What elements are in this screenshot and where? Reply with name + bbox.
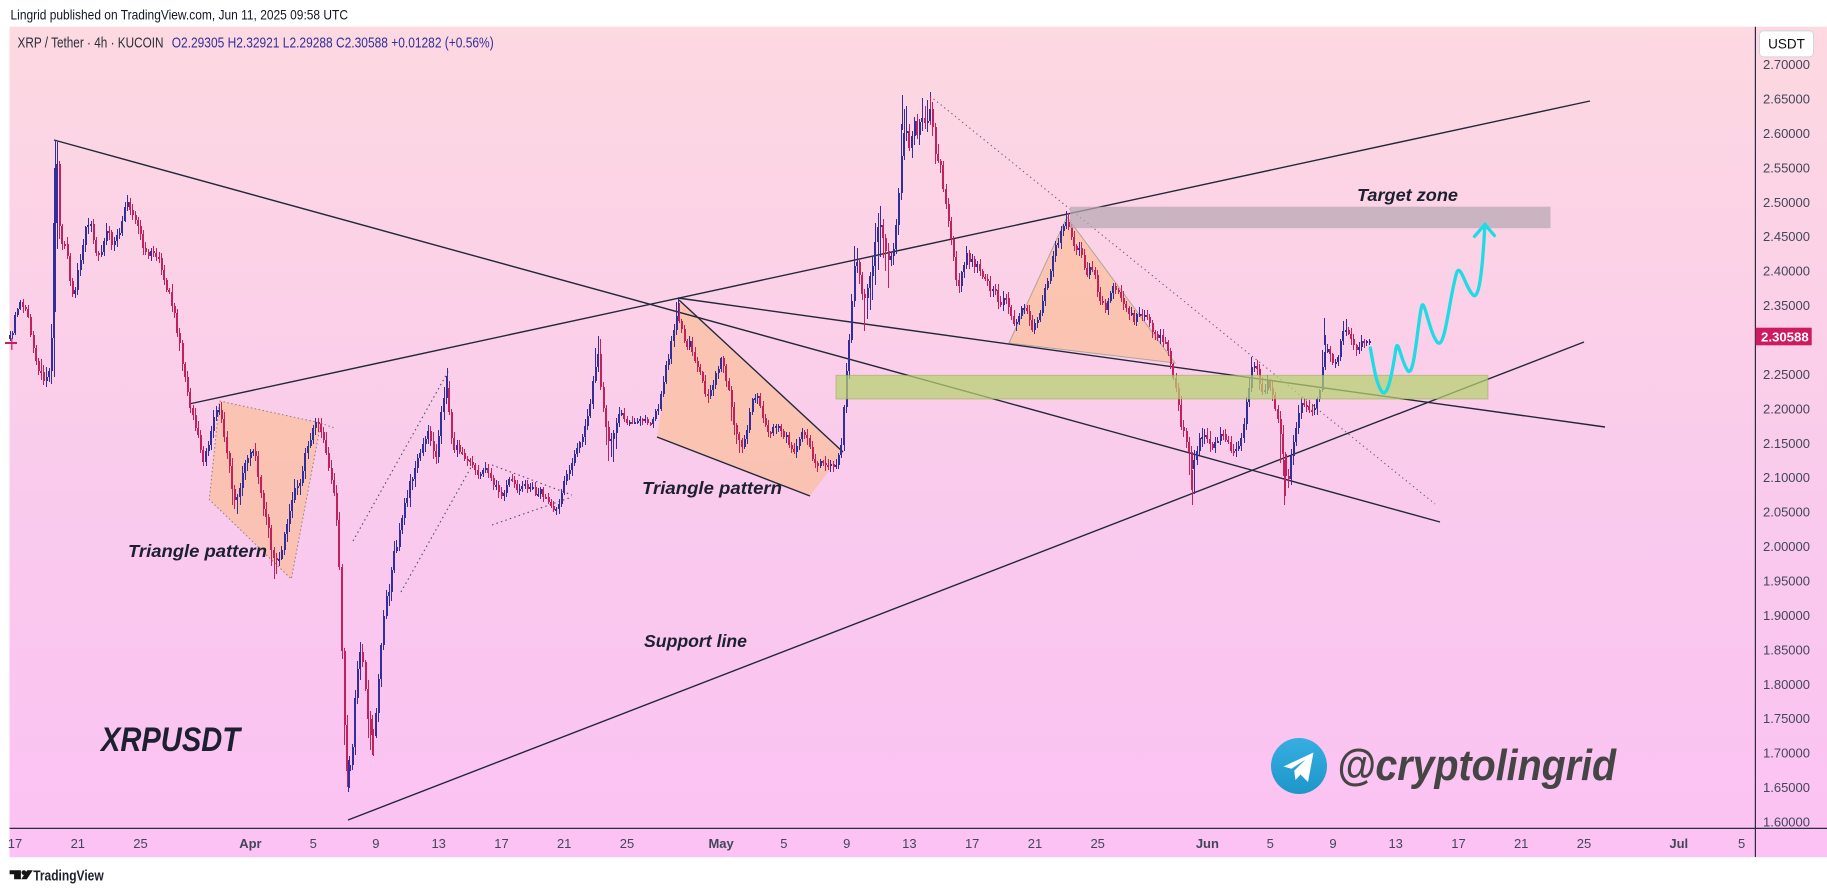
svg-text:Apr: Apr: [239, 836, 261, 851]
svg-text:2.25000: 2.25000: [1763, 367, 1810, 382]
svg-text:5: 5: [1738, 836, 1745, 851]
svg-text:O2.29305 H2.32921 L2.29288: O2.29305 H2.32921 L2.29288 C2.30588 +0.0…: [172, 36, 494, 52]
svg-text:2.60000: 2.60000: [1763, 126, 1810, 141]
svg-text:5: 5: [780, 836, 787, 851]
svg-text:21: 21: [557, 836, 571, 851]
svg-text:2.55000: 2.55000: [1763, 160, 1810, 175]
svg-text:2.45000: 2.45000: [1763, 229, 1810, 244]
svg-text:1.60000: 1.60000: [1763, 815, 1810, 830]
svg-text:2.15000: 2.15000: [1763, 436, 1810, 451]
svg-text:2.05000: 2.05000: [1763, 505, 1810, 520]
svg-text:Jul: Jul: [1669, 836, 1688, 851]
svg-text:2.20000: 2.20000: [1763, 401, 1810, 416]
svg-text:5: 5: [1267, 836, 1274, 851]
svg-text:2.30588: 2.30588: [1761, 329, 1809, 344]
svg-text:1.80000: 1.80000: [1763, 677, 1810, 692]
svg-text:17: 17: [965, 836, 979, 851]
svg-text:13: 13: [1388, 836, 1402, 851]
svg-text:13: 13: [431, 836, 445, 851]
svg-text:USDT: USDT: [1768, 37, 1805, 52]
svg-text:21: 21: [1028, 836, 1042, 851]
svg-text:17: 17: [1451, 836, 1465, 851]
svg-text:Lingrid published on TradingVi: Lingrid published on TradingView.com, Ju…: [11, 7, 349, 23]
svg-text:TradingView: TradingView: [33, 868, 104, 885]
svg-text:21: 21: [71, 836, 85, 851]
svg-text:25: 25: [133, 836, 147, 851]
svg-text:May: May: [708, 836, 734, 851]
svg-text:Triangle pattern: Triangle pattern: [128, 541, 267, 561]
svg-text:25: 25: [620, 836, 634, 851]
svg-text:17: 17: [8, 836, 22, 851]
svg-text:XRPUSDT: XRPUSDT: [99, 721, 242, 759]
svg-text:13: 13: [902, 836, 916, 851]
svg-text:1.85000: 1.85000: [1763, 642, 1810, 657]
svg-text:17: 17: [494, 836, 508, 851]
svg-text:2.65000: 2.65000: [1763, 92, 1810, 107]
svg-text:2.10000: 2.10000: [1763, 470, 1810, 485]
svg-text:Triangle pattern: Triangle pattern: [642, 478, 782, 498]
svg-text:1.75000: 1.75000: [1763, 711, 1810, 726]
svg-text:1.90000: 1.90000: [1763, 608, 1810, 623]
svg-text:9: 9: [1329, 836, 1336, 851]
svg-text:2.00000: 2.00000: [1763, 539, 1810, 554]
svg-text:9: 9: [372, 836, 379, 851]
svg-text:@cryptolingrid: @cryptolingrid: [1337, 741, 1617, 790]
svg-text:1.65000: 1.65000: [1763, 780, 1810, 795]
svg-text:Support line: Support line: [644, 631, 747, 651]
svg-text:Jun: Jun: [1196, 836, 1219, 851]
svg-text:2.70000: 2.70000: [1763, 57, 1810, 72]
svg-text:9: 9: [843, 836, 850, 851]
svg-text:25: 25: [1090, 836, 1104, 851]
svg-text:1.70000: 1.70000: [1763, 746, 1810, 761]
svg-text:Target zone: Target zone: [1357, 185, 1458, 205]
svg-text:25: 25: [1577, 836, 1591, 851]
svg-text:1.95000: 1.95000: [1763, 574, 1810, 589]
svg-text:XRP / Tether · 4h · KUCOIN: XRP / Tether · 4h · KUCOIN: [18, 36, 164, 52]
svg-text:2.40000: 2.40000: [1763, 264, 1810, 279]
svg-text:5: 5: [310, 836, 317, 851]
svg-text:2.50000: 2.50000: [1763, 195, 1810, 210]
svg-text:2.35000: 2.35000: [1763, 298, 1810, 313]
svg-text:21: 21: [1514, 836, 1528, 851]
